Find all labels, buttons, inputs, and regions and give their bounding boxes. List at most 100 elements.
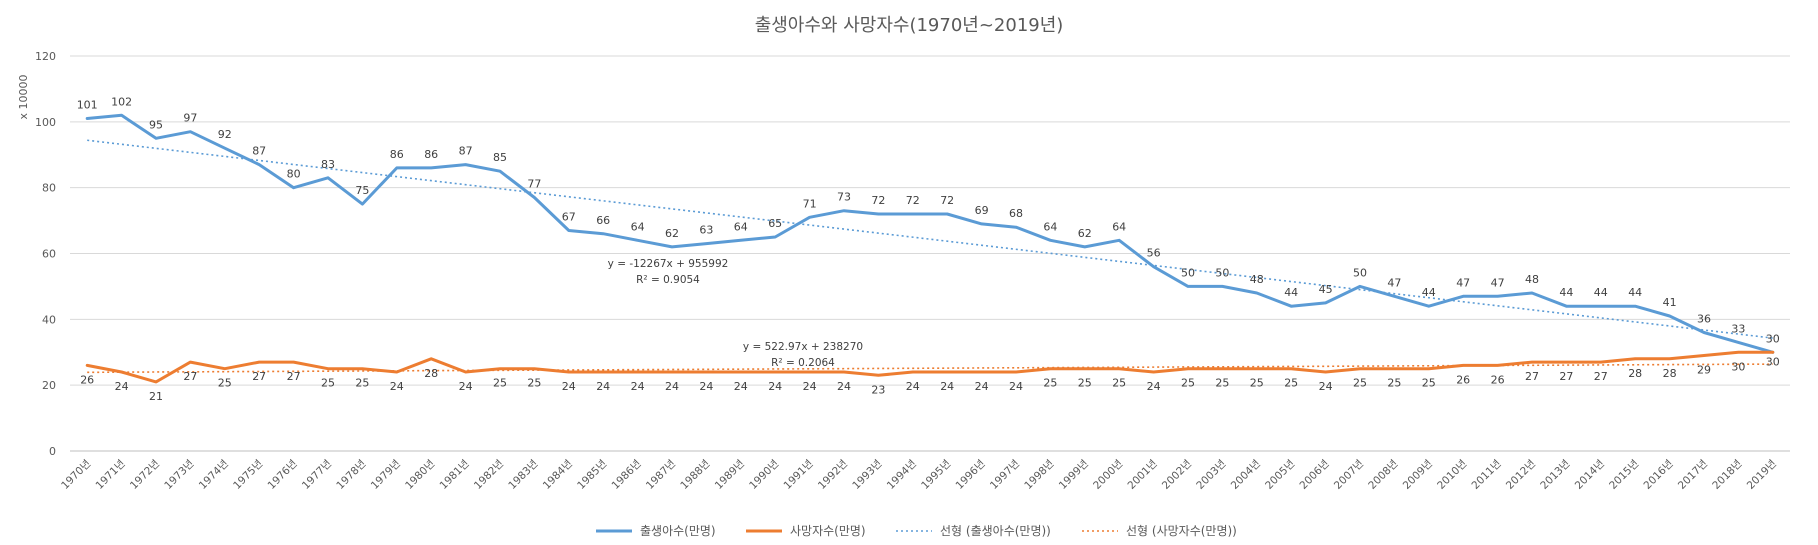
x-axis-ticks: 1970년 1971년 1972년 1973년 1974년 1975년 1976년 1977년… bbox=[59, 458, 1779, 492]
births-data-label: 72 bbox=[871, 194, 885, 207]
x-tick-label: 1992년 bbox=[816, 458, 850, 492]
deaths-data-label: 24 bbox=[975, 380, 989, 393]
deaths-data-label: 24 bbox=[906, 380, 920, 393]
births-data-label: 83 bbox=[321, 158, 335, 171]
births-data-label: 44 bbox=[1594, 286, 1608, 299]
deaths-data-label: 24 bbox=[596, 380, 610, 393]
legend: 출생아수(만명) 사망자수(만명) 선형 (출생아수(만명)) 선형 (사망자수(만명… bbox=[596, 524, 1237, 538]
births-data-label: 72 bbox=[940, 194, 954, 207]
y-tick-label: 0 bbox=[49, 445, 56, 458]
births-data-label: 65 bbox=[768, 217, 782, 230]
x-tick-label: 1991년 bbox=[782, 458, 816, 492]
births-data-label: 36 bbox=[1697, 313, 1711, 326]
births-data-label: 48 bbox=[1250, 273, 1264, 286]
deaths-data-label: 24 bbox=[390, 380, 404, 393]
deaths-data-label: 27 bbox=[1559, 370, 1573, 383]
x-tick-label: 1970년 bbox=[59, 458, 93, 492]
x-tick-label: 1986년 bbox=[610, 458, 644, 492]
y-tick-label: 60 bbox=[42, 248, 56, 261]
trend-equation-deaths: y = 522.97x + 238270 bbox=[743, 341, 863, 353]
deaths-data-label: 25 bbox=[321, 377, 335, 390]
x-tick-label: 1977년 bbox=[300, 458, 334, 492]
deaths-data-label: 24 bbox=[837, 380, 851, 393]
deaths-data-label: 24 bbox=[699, 380, 713, 393]
births-data-label: 69 bbox=[975, 204, 989, 217]
x-tick-label: 2015년 bbox=[1607, 458, 1641, 492]
births-data-label: 41 bbox=[1663, 296, 1677, 309]
x-tick-label: 2000년 bbox=[1091, 458, 1125, 492]
deaths-data-label: 30 bbox=[1766, 355, 1780, 368]
x-tick-label: 1973년 bbox=[162, 458, 196, 492]
deaths-data-label: 24 bbox=[734, 380, 748, 393]
trend-r2-births: R² = 0.9054 bbox=[636, 274, 700, 286]
deaths-data-label: 24 bbox=[665, 380, 679, 393]
births-data-label: 47 bbox=[1491, 276, 1505, 289]
births-data-label: 72 bbox=[906, 194, 920, 207]
deaths-data-label: 25 bbox=[218, 377, 232, 390]
x-tick-label: 1995년 bbox=[919, 458, 953, 492]
x-tick-label: 2019년 bbox=[1745, 458, 1779, 492]
x-tick-label: 1990년 bbox=[747, 458, 781, 492]
births-data-label: 50 bbox=[1215, 266, 1229, 279]
deaths-data-label: 26 bbox=[1456, 373, 1470, 386]
deaths-data-label: 25 bbox=[1112, 377, 1126, 390]
y-tick-label: 20 bbox=[42, 379, 56, 392]
x-tick-label: 1998년 bbox=[1022, 458, 1056, 492]
legend-births-label: 출생아수(만명) bbox=[640, 524, 716, 538]
births-data-label: 44 bbox=[1422, 286, 1436, 299]
x-tick-label: 1984년 bbox=[541, 458, 575, 492]
trend-r2-deaths: R² = 0.2064 bbox=[771, 357, 835, 369]
births-data-label: 71 bbox=[803, 197, 817, 210]
births-data-label: 50 bbox=[1181, 266, 1195, 279]
births-data-label: 62 bbox=[665, 227, 679, 240]
deaths-line bbox=[85, 350, 1775, 384]
x-tick-label: 2001년 bbox=[1126, 458, 1160, 492]
deaths-data-label: 24 bbox=[1009, 380, 1023, 393]
births-data-label: 77 bbox=[527, 178, 541, 191]
births-data-label: 68 bbox=[1009, 207, 1023, 220]
deaths-data-label: 24 bbox=[940, 380, 954, 393]
y-tick-label: 100 bbox=[35, 116, 56, 129]
gridlines bbox=[70, 55, 1790, 452]
deaths-data-label: 24 bbox=[631, 380, 645, 393]
x-tick-label: 2014년 bbox=[1573, 458, 1607, 492]
births-data-label: 48 bbox=[1525, 273, 1539, 286]
deaths-data-label: 24 bbox=[1319, 380, 1333, 393]
x-tick-label: 1999년 bbox=[1057, 458, 1091, 492]
x-tick-label: 2010년 bbox=[1435, 458, 1469, 492]
x-tick-label: 2012년 bbox=[1504, 458, 1538, 492]
births-data-label: 45 bbox=[1319, 283, 1333, 296]
births-data-label: 92 bbox=[218, 128, 232, 141]
births-data-label: 86 bbox=[390, 148, 404, 161]
y-axis-ticks: 0 20 40 60 80 100 120 bbox=[35, 50, 56, 458]
x-tick-label: 1978년 bbox=[334, 458, 368, 492]
x-tick-label: 1975년 bbox=[231, 458, 265, 492]
x-tick-label: 1996년 bbox=[954, 458, 988, 492]
x-tick-label: 1997년 bbox=[988, 458, 1022, 492]
births-data-label: 86 bbox=[424, 148, 438, 161]
births-data-label: 63 bbox=[699, 224, 713, 237]
x-tick-label: 2004년 bbox=[1229, 458, 1263, 492]
births-data-label: 66 bbox=[596, 214, 610, 227]
births-data-label: 44 bbox=[1628, 286, 1642, 299]
deaths-data-label: 24 bbox=[115, 380, 129, 393]
trendline-1 bbox=[87, 363, 1773, 374]
deaths-data-label: 23 bbox=[871, 383, 885, 396]
deaths-data-label: 28 bbox=[1663, 367, 1677, 380]
deaths-data-label: 21 bbox=[149, 390, 163, 403]
x-tick-label: 2006년 bbox=[1298, 458, 1332, 492]
x-tick-label: 1994년 bbox=[885, 458, 919, 492]
deaths-data-label: 24 bbox=[1147, 380, 1161, 393]
deaths-data-label: 25 bbox=[355, 377, 369, 390]
births-data-label: 64 bbox=[1112, 220, 1126, 233]
deaths-data-label: 25 bbox=[1078, 377, 1092, 390]
series-lines bbox=[85, 113, 1775, 384]
deaths-data-label: 25 bbox=[1353, 377, 1367, 390]
deaths-data-label: 25 bbox=[493, 377, 507, 390]
births-data-label: 47 bbox=[1387, 276, 1401, 289]
x-tick-label: 2008년 bbox=[1366, 458, 1400, 492]
x-tick-label: 1987년 bbox=[644, 458, 678, 492]
deaths-data-label: 27 bbox=[287, 370, 301, 383]
births-data-label: 64 bbox=[734, 220, 748, 233]
births-data-label: 87 bbox=[459, 145, 473, 158]
